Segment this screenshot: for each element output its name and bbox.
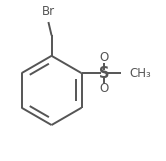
Text: O: O <box>100 51 109 64</box>
Text: S: S <box>99 66 110 81</box>
Text: CH₃: CH₃ <box>129 67 151 80</box>
Text: O: O <box>100 82 109 95</box>
Text: Br: Br <box>42 5 55 18</box>
